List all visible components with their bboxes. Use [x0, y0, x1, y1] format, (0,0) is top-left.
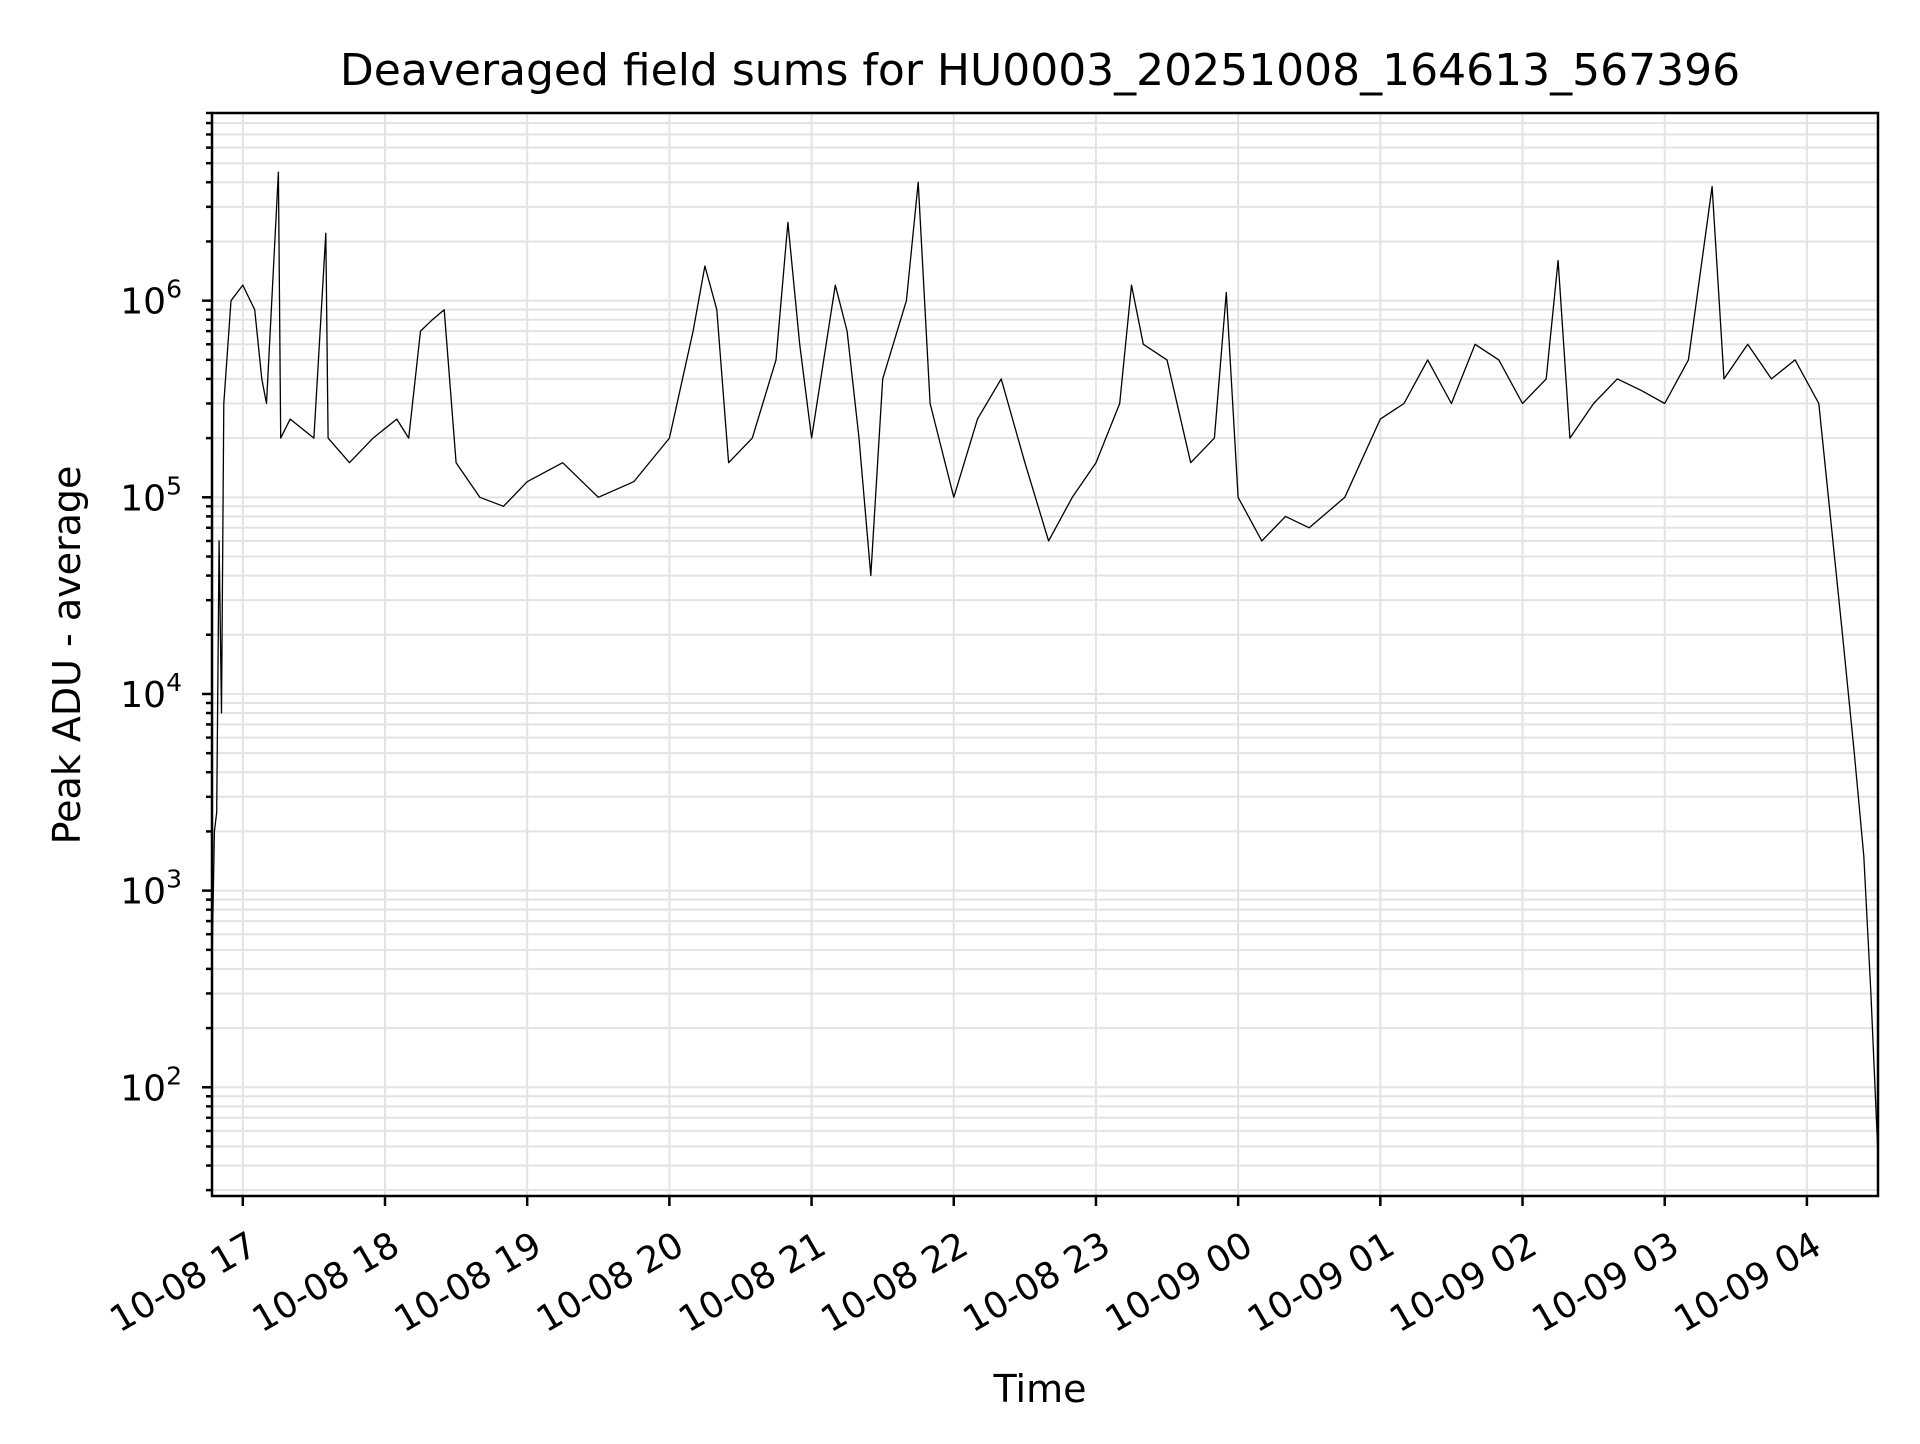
- y-tick-label: 104: [120, 668, 182, 716]
- grid: [212, 112, 1878, 1196]
- y-axis-label: Peak ADU - average: [45, 466, 89, 845]
- x-axis-label: Time: [993, 1367, 1087, 1411]
- y-axis: 102 103 104 105 106: [120, 111, 212, 1192]
- series-line: [211, 171, 1879, 1156]
- chart-title: Deaveraged field sums for HU0003_2025100…: [340, 45, 1740, 96]
- y-tick-label: 105: [120, 471, 182, 519]
- y-tick-label: 103: [120, 865, 182, 913]
- y-tick-label: 102: [120, 1061, 182, 1109]
- plot-frame: [210, 111, 1880, 1198]
- y-tick-label: 106: [120, 275, 182, 323]
